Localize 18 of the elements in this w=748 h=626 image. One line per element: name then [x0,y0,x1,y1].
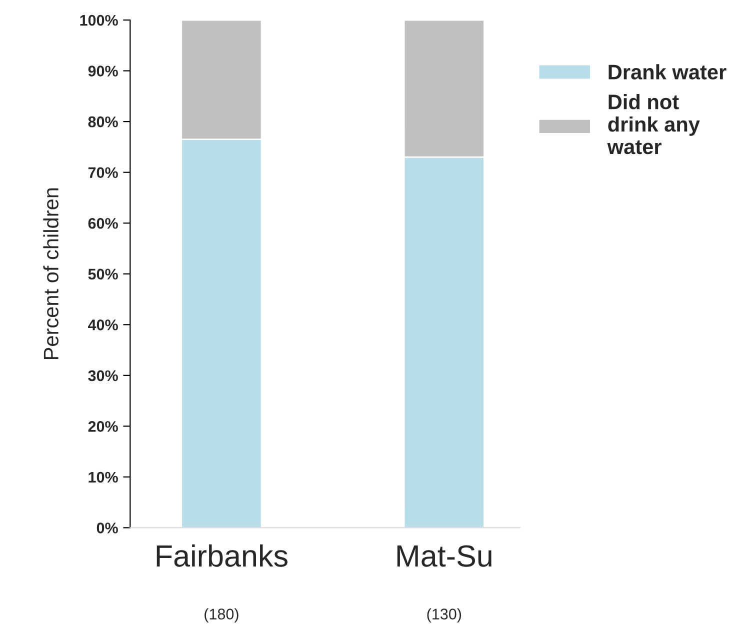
x-tick-label: Mat-Su [397,545,492,567]
y-tick-label: 10% [88,472,118,483]
y-tick-label: 70% [88,167,118,178]
legend-label: Drank water [608,64,726,80]
y-tick-label: 60% [88,218,118,229]
text: (130) [427,608,462,623]
y-tick-label: 40% [88,320,118,330]
y-tick-label: 100% [80,14,118,26]
y-tick-label: 20% [88,421,118,432]
y-tick-label: 80% [88,116,118,128]
text: (180) [204,608,238,623]
y-tick-label: 30% [88,370,118,382]
y-tick-label: 90% [88,66,118,76]
y-axis-title: Percent of children [43,188,58,360]
x-tick-label: Fairbanks [156,544,288,567]
y-tick-label: 0% [96,522,118,534]
y-tick-label: 50% [88,268,118,280]
legend-label: Did not drink any water [607,94,700,154]
